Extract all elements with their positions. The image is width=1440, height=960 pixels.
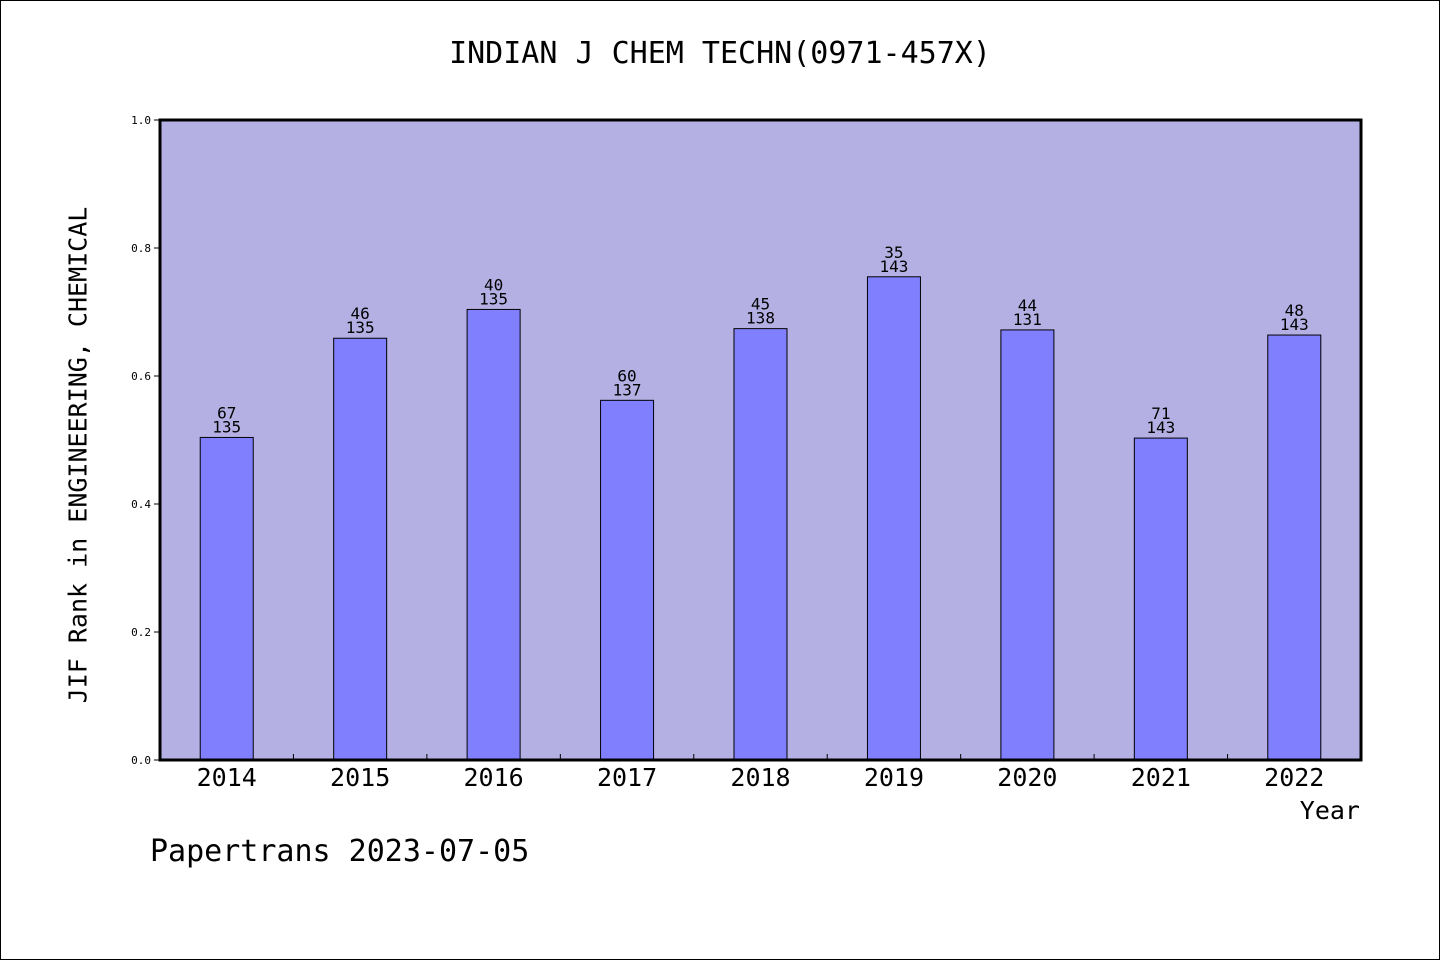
bar-rank-label-2016: 40 [484, 275, 503, 294]
y-tick-label: 1.0 [131, 114, 151, 127]
x-tick-label-2022: 2022 [1264, 763, 1324, 792]
bar-2018 [733, 328, 788, 761]
x-tick-label-2015: 2015 [330, 763, 390, 792]
bar-rank-label-2014: 67 [217, 403, 236, 422]
bar-rank-label-2020: 44 [1018, 296, 1037, 315]
x-tick-label-2019: 2019 [864, 763, 924, 792]
bar-2016 [466, 308, 521, 761]
bar-2020 [1000, 329, 1055, 761]
footer-source-date: Papertrans 2023-07-05 [150, 834, 530, 869]
plot-border [158, 118, 1363, 762]
bar-rank-label-2019: 35 [884, 243, 903, 262]
bar-2019 [866, 276, 921, 761]
bar-rank-label-2017: 60 [617, 366, 636, 385]
bar-total-label-2022: 143 [1280, 315, 1309, 334]
bar-total-label-2016: 135 [479, 289, 508, 308]
x-tick-label-2014: 2014 [197, 763, 257, 792]
bar-total-label-2017: 137 [613, 380, 642, 399]
x-axis-label: Year [1299, 796, 1360, 825]
bar-total-label-2019: 143 [879, 257, 908, 276]
x-tick-label-2017: 2017 [597, 763, 657, 792]
x-tick-label-2020: 2020 [997, 763, 1057, 792]
bar-rank-label-2018: 45 [751, 295, 770, 314]
bar-total-label-2021: 143 [1146, 418, 1175, 437]
y-tick-label: 0.6 [131, 370, 151, 383]
bar-2022 [1267, 334, 1322, 761]
x-tick-label-2016: 2016 [464, 763, 524, 792]
bar-rank-label-2015: 46 [351, 304, 370, 323]
bar-2015 [333, 337, 388, 761]
bar-total-label-2018: 138 [746, 309, 775, 328]
y-tick-label: 0.2 [131, 626, 151, 639]
chart-title: INDIAN J CHEM TECHN(0971-457X) [449, 36, 991, 71]
bar-total-label-2020: 131 [1013, 310, 1042, 329]
y-tick-label: 0.8 [131, 242, 151, 255]
bar-rank-label-2022: 48 [1285, 301, 1304, 320]
bar-2014 [199, 436, 254, 761]
bar-total-label-2015: 135 [346, 318, 375, 337]
bar-total-label-2014: 135 [212, 417, 241, 436]
bar-2017 [600, 399, 655, 761]
bar-rank-label-2021: 71 [1151, 404, 1170, 423]
y-tick-label: 0.4 [131, 498, 151, 511]
bar-2021 [1133, 437, 1188, 761]
y-tick-label: 0.0 [131, 754, 151, 767]
x-tick-label-2018: 2018 [730, 763, 790, 792]
x-tick-label-2021: 2021 [1131, 763, 1191, 792]
